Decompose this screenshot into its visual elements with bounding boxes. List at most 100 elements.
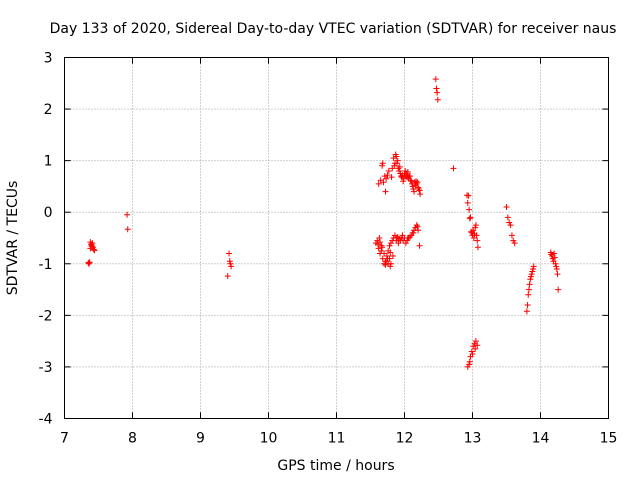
data-point: [467, 214, 474, 221]
data-point: [527, 273, 534, 280]
y-tick-labels: -4 -3 -2 -1 0 1 2 3: [39, 51, 53, 428]
data-point: [383, 175, 390, 182]
data-point: [466, 361, 473, 368]
chart-title: Day 133 of 2020, Sidereal Day-to-day VTE…: [50, 21, 617, 37]
data-point: [464, 199, 471, 206]
data-point: [503, 204, 510, 211]
data-point: [382, 188, 389, 195]
data-point: [415, 227, 422, 234]
data-point: [375, 245, 382, 252]
data-point: [510, 237, 517, 244]
data-point: [468, 348, 475, 355]
data-point: [511, 240, 518, 247]
data-point: [530, 265, 537, 272]
data-point: [387, 260, 394, 267]
data-point: [379, 160, 386, 167]
data-point: [382, 261, 389, 268]
data-point: [378, 247, 385, 254]
data-point: [474, 244, 481, 251]
data-point: [381, 260, 388, 267]
data-point: [504, 214, 511, 221]
data-point: [410, 186, 417, 193]
data-point: [396, 163, 403, 170]
data-point: [383, 253, 390, 260]
data-point: [551, 250, 558, 257]
grid-lines: [64, 57, 609, 419]
y-tick-label: 0: [44, 205, 53, 221]
y-tick-label: 2: [44, 102, 53, 118]
data-point: [387, 240, 394, 247]
data-points: [85, 76, 562, 370]
x-tick-label: 7: [60, 431, 69, 447]
data-point: [553, 265, 560, 272]
data-point: [432, 76, 439, 83]
data-point: [474, 342, 481, 349]
data-point: [472, 338, 479, 345]
data-point: [525, 291, 532, 298]
data-point: [466, 206, 473, 213]
data-point: [88, 242, 95, 249]
data-point: [85, 260, 92, 267]
data-point: [406, 173, 413, 180]
data-point: [376, 235, 383, 241]
x-tick-label: 15: [600, 431, 618, 447]
data-point: [227, 260, 234, 267]
data-point: [86, 259, 93, 266]
data-point: [399, 232, 406, 239]
data-point: [468, 229, 475, 236]
data-point: [384, 172, 391, 179]
y-tick-label: -2: [39, 308, 53, 324]
data-point: [472, 224, 479, 231]
data-point: [450, 165, 457, 172]
data-point: [124, 211, 131, 218]
data-point: [416, 242, 423, 249]
data-point: [506, 219, 513, 226]
data-point: [474, 237, 481, 244]
data-point: [381, 173, 388, 180]
data-point: [91, 247, 98, 254]
data-point: [90, 246, 97, 253]
data-point: [404, 168, 411, 175]
data-point: [386, 242, 393, 249]
data-point: [469, 351, 476, 358]
data-point: [396, 167, 403, 174]
data-point: [554, 271, 561, 278]
data-point: [375, 180, 382, 187]
data-point: [404, 237, 411, 244]
data-point: [404, 235, 411, 241]
data-point: [393, 153, 400, 160]
data-point: [466, 215, 473, 222]
data-point: [465, 192, 472, 199]
data-point: [523, 308, 530, 315]
x-tick-label: 12: [396, 431, 414, 447]
data-point: [472, 345, 479, 352]
x-tick-label: 8: [128, 431, 137, 447]
x-tick-label: 9: [196, 431, 205, 447]
data-point: [226, 250, 233, 257]
data-point: [433, 85, 440, 92]
data-point: [409, 183, 416, 190]
data-point: [224, 273, 231, 280]
y-tick-label: -3: [39, 360, 53, 376]
data-point: [387, 263, 394, 270]
data-point: [507, 222, 514, 229]
x-tick-label: 13: [464, 431, 482, 447]
axis-ticks: [64, 57, 609, 419]
data-point: [508, 232, 515, 239]
data-point: [379, 244, 386, 251]
data-point: [528, 271, 535, 278]
data-point: [407, 177, 414, 184]
data-point: [228, 263, 235, 270]
data-point: [410, 229, 417, 236]
data-point: [413, 178, 420, 185]
data-point: [527, 276, 534, 283]
data-point: [526, 281, 533, 288]
data-point: [87, 239, 94, 246]
data-point: [464, 192, 471, 199]
data-point: [377, 250, 384, 257]
data-point: [553, 263, 560, 270]
data-point: [529, 268, 536, 275]
data-point: [411, 188, 418, 195]
x-tick-labels: 7 8 9 10 11 12 13 14 15: [60, 431, 617, 447]
